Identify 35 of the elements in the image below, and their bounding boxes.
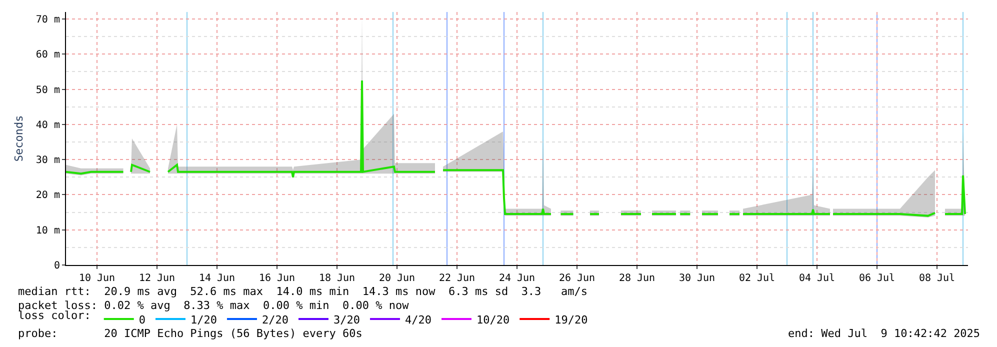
x-tick-label: 02 Jul	[738, 273, 776, 284]
y-tick-label: 70 m	[36, 14, 60, 26]
y-tick-label: 40 m	[36, 120, 60, 131]
y-axis-title: Seconds	[12, 115, 26, 162]
legend-label: 3/20	[333, 313, 360, 326]
text: probe: 20 ICMP Echo Pings (56 Bytes) every 60s	[18, 327, 362, 340]
x-tick-label: 06 Jul	[858, 273, 896, 284]
x-tick-label: 14 Jun	[198, 273, 236, 284]
x-tick-label: 20 Jun	[378, 273, 416, 284]
x-tick-label: 22 Jun	[438, 273, 476, 284]
legend-label: 4/20	[404, 313, 432, 326]
x-tick-label: 26 Jun	[558, 273, 596, 284]
x-tick-label: 16 Jun	[258, 273, 296, 284]
y-tick-label: 10 m	[36, 225, 60, 236]
x-tick-label: 10 Jun	[78, 273, 116, 284]
x-tick-label: 08 Jul	[918, 273, 956, 284]
x-tick-label: 30 Jun	[678, 273, 716, 284]
legend-label: 0	[138, 313, 146, 326]
y-tick-label: 60 m	[36, 50, 60, 61]
x-tick-label: 28 Jun	[618, 273, 656, 284]
x-tick-label: 04 Jul	[798, 273, 836, 284]
legend-label: 1/20	[190, 313, 217, 326]
y-tick-label: 20 m	[36, 190, 60, 202]
x-tick-label: 18 Jun	[318, 273, 356, 284]
x-tick-label: 12 Jun	[138, 273, 176, 284]
legend-label: 10/20	[476, 313, 510, 326]
y-tick-label: 0	[54, 260, 60, 272]
legend-label: 19/20	[554, 313, 588, 326]
text: packet loss: 0.02 % avg 8.33 % max 0.00 % min 0.00 % now	[18, 299, 410, 312]
legend-label: 2/20	[262, 313, 288, 326]
y-tick-label: 50 m	[36, 84, 60, 96]
y-tick-label: 30 m	[36, 155, 60, 166]
text: median rtt: 20.9 ms avg 52.6 ms max 14.0 ms min 14.3 ms now 6.3 ms sd 3.3 am/s	[18, 285, 588, 298]
text: end: Wed Jul 9 10:42:42 2025	[788, 327, 980, 340]
x-tick-label: 24 Jun	[498, 273, 536, 284]
